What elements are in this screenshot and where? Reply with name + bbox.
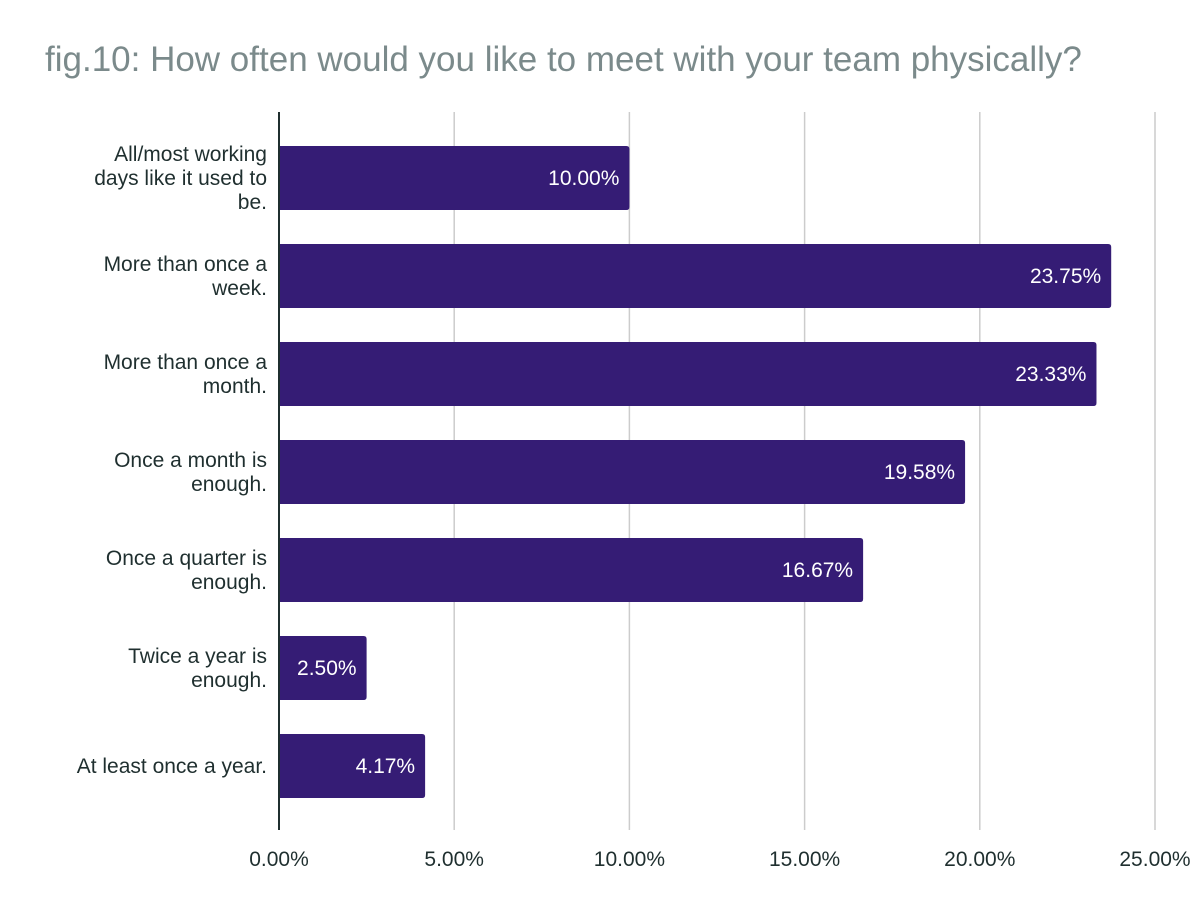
category-label-line: All/most working <box>114 143 267 166</box>
bar-value-label: 23.33% <box>1015 363 1086 386</box>
bars: 10.00% 23.75% 23.33% 19.58% 16.67% 2.50% 4.17% <box>279 146 1112 798</box>
bar <box>279 538 864 602</box>
category-label-line: week. <box>211 277 267 300</box>
category-label-line: At least once a year. <box>77 755 267 778</box>
category-label-line: enough. <box>191 669 267 692</box>
bar-value-label: 2.50% <box>297 657 357 680</box>
x-tick-label: 25.00% <box>1119 848 1190 871</box>
bar-value-label: 10.00% <box>548 167 619 190</box>
bar-value-label: 19.58% <box>884 461 955 484</box>
x-tick-label: 10.00% <box>594 848 665 871</box>
category-label: At least once a year. <box>77 755 267 778</box>
bar-value-label: 4.17% <box>356 755 416 778</box>
x-tick-label: 15.00% <box>769 848 840 871</box>
bar <box>279 244 1112 308</box>
x-tick-label: 20.00% <box>944 848 1015 871</box>
bar-value-label: 23.75% <box>1030 265 1101 288</box>
x-tick-label: 0.00% <box>249 848 309 871</box>
category-label-line: days like it used to <box>94 167 267 190</box>
category-label-line: month. <box>203 375 267 398</box>
category-label-line: enough. <box>191 473 267 496</box>
x-tick-label: 5.00% <box>424 848 484 871</box>
category-label-line: Once a month is <box>114 449 267 472</box>
category-label-line: More than once a <box>104 253 268 276</box>
category-label-line: be. <box>238 191 267 214</box>
bar <box>279 636 367 700</box>
bar-value-label: 16.67% <box>782 559 853 582</box>
category-label-line: More than once a <box>104 351 268 374</box>
x-axis-ticks: 0.00% 5.00% 10.00% 15.00% 20.00% 25.00% <box>249 848 1190 871</box>
category-label-line: enough. <box>191 571 267 594</box>
bar <box>279 146 630 210</box>
bar <box>279 734 426 798</box>
bar <box>279 440 966 504</box>
category-label-line: Twice a year is <box>128 645 267 668</box>
bar <box>279 342 1097 406</box>
category-label-line: Once a quarter is <box>106 547 267 570</box>
chart-title: fig.10: How often would you like to meet… <box>45 40 1082 79</box>
